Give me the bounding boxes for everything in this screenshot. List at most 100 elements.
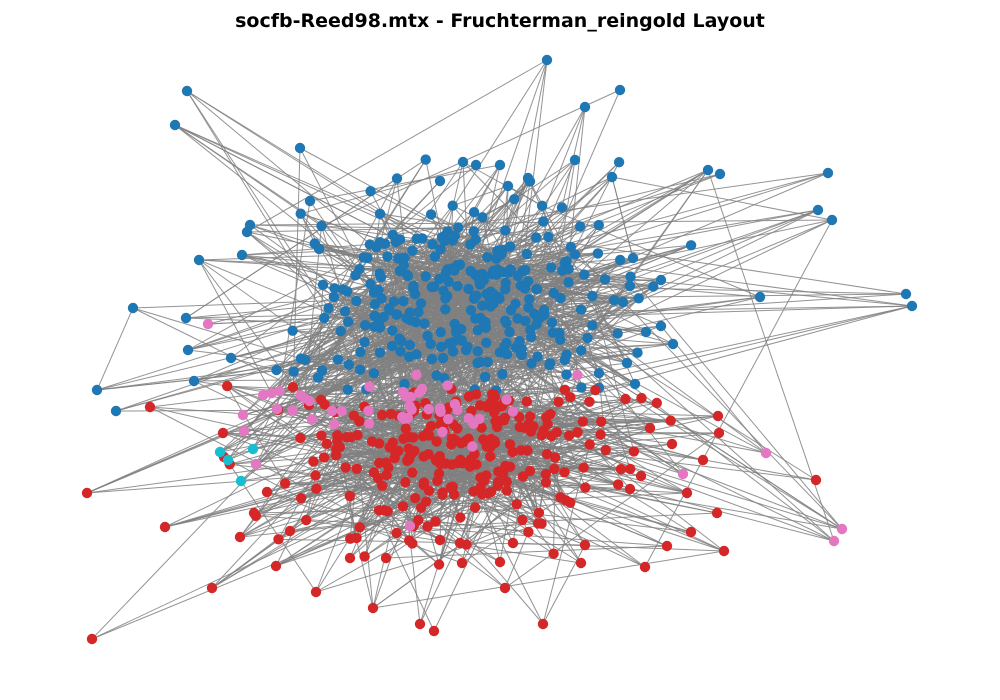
- graph-node-blue: [373, 284, 384, 296]
- graph-node-pink: [274, 386, 285, 397]
- graph-node-pink: [287, 405, 298, 416]
- graph-edge: [320, 399, 477, 465]
- graph-node-blue: [182, 344, 194, 356]
- graph-node-pink: [202, 318, 214, 330]
- graph-node-red: [517, 514, 528, 526]
- graph-node-blue: [374, 208, 386, 219]
- graph-node-blue: [287, 325, 298, 336]
- graph-node-blue: [524, 176, 536, 187]
- graph-node-blue: [362, 252, 373, 264]
- graph-node-red: [380, 457, 392, 468]
- graph-node-red: [549, 463, 560, 475]
- graph-node-blue: [351, 295, 362, 307]
- graph-node-blue: [317, 279, 329, 290]
- graph-edge: [392, 172, 829, 236]
- graph-node-blue: [501, 317, 512, 329]
- graph-edge: [542, 444, 591, 625]
- graph-edge: [452, 185, 509, 207]
- graph-node-blue: [546, 317, 558, 328]
- graph-node-blue: [374, 268, 385, 279]
- graph-edge: [211, 462, 380, 589]
- graph-node-blue: [343, 359, 355, 370]
- graph-node-red: [494, 556, 506, 568]
- graph-node-blue: [625, 271, 636, 282]
- graph-node-pink: [411, 369, 422, 381]
- graph-node-red: [493, 466, 504, 477]
- graph-node-pink: [404, 400, 415, 412]
- graph-node-pink: [467, 441, 478, 452]
- graph-node-blue: [492, 264, 503, 275]
- graph-node-red: [524, 465, 536, 477]
- graph-node-red: [580, 482, 591, 493]
- graph-node-red: [665, 415, 676, 426]
- graph-node-red: [234, 531, 246, 543]
- graph-node-blue: [468, 207, 480, 218]
- graph-node-blue: [294, 142, 306, 154]
- graph-node-blue: [312, 372, 324, 383]
- graph-node-blue: [468, 226, 479, 237]
- graph-node-blue: [627, 252, 639, 264]
- graph-node-red: [661, 540, 673, 552]
- graph-node-blue: [323, 303, 334, 314]
- graph-edge: [547, 415, 719, 455]
- graph-node-red: [340, 462, 351, 473]
- graph-node-blue: [448, 337, 459, 348]
- graph-node-pink: [306, 414, 318, 425]
- graph-node-red: [311, 483, 322, 494]
- graph-node-blue: [505, 264, 516, 275]
- graph-node-blue: [522, 276, 534, 287]
- graph-node-blue: [169, 119, 181, 131]
- graph-node-red: [546, 430, 557, 442]
- graph-node-blue: [477, 212, 488, 223]
- graph-node-red: [418, 431, 429, 442]
- graph-node-blue: [714, 168, 726, 180]
- graph-edge: [356, 468, 435, 632]
- graph-node-blue: [382, 251, 393, 262]
- graph-node-blue: [614, 84, 626, 96]
- graph-node-blue: [379, 238, 391, 249]
- graph-node-pink: [364, 418, 375, 429]
- graph-node-red: [540, 477, 552, 488]
- graph-node-blue: [440, 293, 451, 304]
- graph-node-blue: [531, 284, 543, 295]
- graph-node-red: [644, 422, 656, 434]
- graph-node-red: [507, 537, 519, 549]
- graph-edge: [419, 493, 483, 625]
- graph-node-red: [295, 432, 306, 444]
- graph-node-red: [287, 382, 299, 393]
- graph-edge: [483, 172, 829, 281]
- graph-node-red: [504, 439, 516, 450]
- graph-node-blue: [369, 299, 381, 310]
- graph-node-red: [431, 455, 442, 466]
- graph-node-blue: [599, 274, 611, 285]
- graph-node-red: [351, 532, 362, 544]
- graph-edge: [611, 176, 833, 221]
- graph-node-blue: [493, 291, 504, 303]
- graph-edge: [600, 432, 720, 436]
- graph-node-red: [595, 429, 606, 440]
- graph-node-blue: [543, 231, 554, 243]
- graph-node-blue: [500, 225, 511, 236]
- graph-node-red: [261, 486, 273, 498]
- graph-node-blue: [538, 216, 549, 227]
- graph-edge: [452, 205, 475, 232]
- graph-node-red: [432, 475, 443, 486]
- graph-node-red: [490, 416, 501, 427]
- graph-node-red: [344, 490, 355, 502]
- graph-node-blue: [541, 54, 553, 66]
- graph-node-red: [486, 389, 498, 400]
- graph-node-red: [493, 476, 504, 488]
- graph-node-red: [433, 559, 445, 570]
- graph-node-red: [559, 467, 570, 478]
- graph-edge: [428, 333, 618, 410]
- graph-node-blue: [685, 240, 697, 251]
- graph-node-blue: [582, 332, 593, 344]
- graph-node-blue: [472, 357, 483, 369]
- graph-node-blue: [465, 305, 477, 316]
- graph-node-red: [697, 454, 709, 466]
- graph-node-blue: [188, 375, 200, 387]
- graph-node-pink: [299, 393, 310, 404]
- graph-edge: [438, 517, 461, 565]
- graph-node-blue: [474, 276, 485, 288]
- graph-edge: [174, 124, 453, 269]
